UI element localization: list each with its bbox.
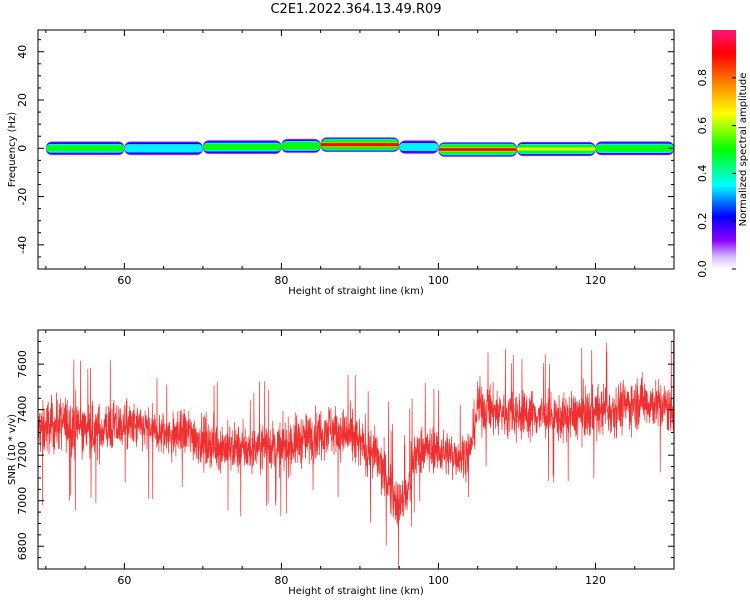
colorbar — [712, 30, 736, 269]
heatmap-cell — [320, 143, 400, 147]
colorbar-tick-label: 0.2 — [696, 212, 709, 230]
snr-x-tick-label: 100 — [428, 574, 449, 587]
spectrogram-y-tick-label: -40 — [16, 236, 29, 254]
heatmap-cell — [45, 145, 125, 152]
snr-y-tick-label: 7200 — [16, 441, 29, 469]
snr-y-axis-label: SNR (10 * v/v) — [7, 414, 18, 485]
snr-plot-frame — [37, 329, 675, 570]
snr-series-line — [38, 340, 674, 568]
snr-y-tick-label: 7600 — [16, 350, 29, 378]
spectrogram-y-axis-label: Frequency (Hz) — [7, 112, 18, 188]
heatmap-cell — [202, 144, 282, 151]
spectrogram-x-tick-label: 80 — [274, 274, 288, 287]
chart-title: C2E1.2022.364.13.49.R09 — [270, 2, 442, 17]
spectrogram-y-tick-label: 20 — [16, 93, 29, 107]
colorbar-label: Normalized spectral amplitude — [738, 73, 749, 227]
spectrogram-x-axis-label: Height of straight line (km) — [288, 286, 424, 297]
heatmap-band — [45, 137, 674, 157]
spectrogram-x-tick-label: 100 — [428, 274, 449, 287]
snr-x-tick-label: 60 — [117, 574, 131, 587]
colorbar-tick-label: 0.8 — [696, 69, 709, 87]
colorbar-tick-label: 0.4 — [696, 165, 709, 183]
spectrogram-x-tick-label: 120 — [585, 274, 606, 287]
colorbar-tick-label: 0.0 — [696, 260, 709, 278]
snr-x-tick-label: 120 — [585, 574, 606, 587]
spectrogram-x-tick-label: 60 — [117, 274, 131, 287]
spectrogram-y-tick-label: 40 — [16, 45, 29, 59]
spectrogram-y-tick-label: -20 — [16, 188, 29, 206]
heatmap-cell — [438, 148, 517, 151]
snr-y-tick-label: 6800 — [16, 532, 29, 560]
heatmap-cell — [281, 142, 321, 150]
snr-series-group — [38, 340, 674, 568]
spectrogram-plot-frame — [37, 29, 675, 270]
snr-x-tick-label: 80 — [274, 574, 288, 587]
snr-y-tick-label: 7400 — [16, 396, 29, 424]
heatmap-cell — [516, 147, 596, 151]
heatmap-cell — [595, 144, 674, 152]
snr-y-tick-label: 7000 — [16, 487, 29, 515]
heatmap-cell — [399, 143, 439, 152]
snr-x-axis-label: Height of straight line (km) — [288, 586, 424, 597]
spectrogram-y-tick-label: 0 — [16, 145, 29, 152]
heatmap-cell — [124, 144, 203, 153]
colorbar-tick-label: 0.6 — [696, 117, 709, 135]
